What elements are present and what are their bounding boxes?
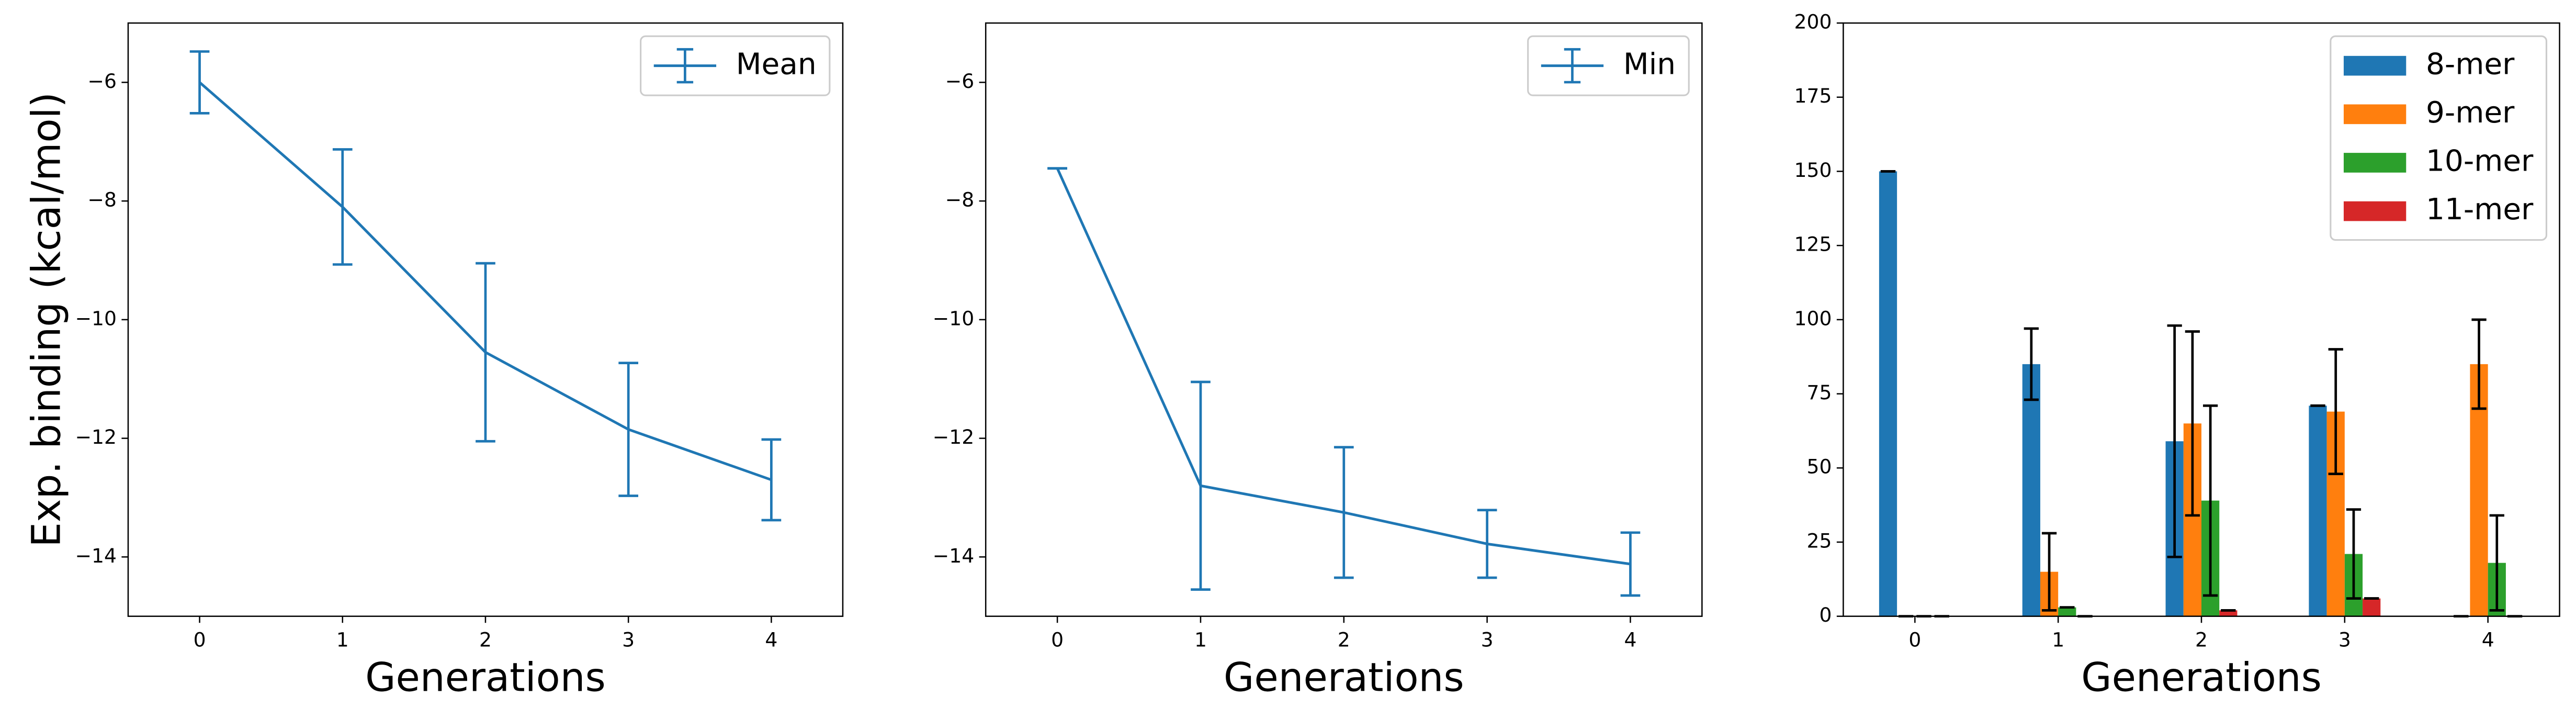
y-tick-label: −8 [87, 188, 117, 211]
subplot: −14 −12 −10 −8 −6 0 1 2 3 4 Generations Exp. bindin… [24, 22, 844, 701]
y-tick-label: 125 [1794, 233, 1832, 256]
x-tick-label: 2 [1338, 628, 1350, 651]
legend-swatch [2343, 153, 2406, 173]
x-tick-label: 4 [1624, 628, 1636, 651]
y-tick-label: −12 [933, 425, 975, 448]
x-tick-label: 3 [2338, 628, 2351, 651]
y-tick-label: 50 [1807, 455, 1832, 478]
axes-frame [127, 22, 844, 617]
legend-label: Min [1623, 47, 1676, 81]
y-tick-label: 200 [1794, 10, 1832, 33]
y-axis-label: Exp. binding (kcal/mol) [24, 92, 70, 547]
y-tick-label: 150 [1794, 159, 1832, 182]
bar [2022, 364, 2040, 616]
x-tick-label: 4 [2482, 628, 2494, 651]
legend-frame [2330, 35, 2548, 241]
x-tick-label: 4 [765, 628, 777, 651]
x-tick-label: 3 [622, 628, 635, 651]
y-tick-label: −6 [945, 70, 975, 93]
bar [2058, 607, 2076, 616]
x-tick-label: 0 [194, 628, 206, 651]
x-tick-label: 2 [479, 628, 492, 651]
x-tick-label: 2 [2195, 628, 2208, 651]
legend-swatch [2343, 201, 2406, 221]
legend-label: Mean [736, 47, 817, 81]
y-tick-label: 175 [1794, 84, 1832, 107]
legend-label: 9-mer [2426, 96, 2515, 130]
x-axis-label: Generations [365, 655, 606, 701]
x-tick-label: 3 [1481, 628, 1494, 651]
bar [2363, 598, 2381, 616]
x-axis-label: Generations [2081, 655, 2322, 701]
legend: Mean [640, 35, 831, 96]
axes-frame [1843, 22, 2560, 617]
x-tick-label: 1 [1194, 628, 1207, 651]
bar [2309, 406, 2327, 616]
y-tick-label: −6 [87, 70, 117, 93]
y-tick-label: 75 [1807, 381, 1832, 404]
y-tick-label: −8 [945, 188, 975, 211]
y-tick-label: −14 [933, 544, 975, 567]
legend-label: 10-mer [2426, 144, 2534, 178]
y-tick-label: 100 [1794, 307, 1832, 330]
legend: 8-mer 9-mer 10-mer 11-mer [2330, 35, 2548, 241]
legend-swatch [2343, 55, 2406, 76]
y-tick-label: −14 [75, 544, 117, 567]
bar [1879, 171, 1897, 616]
y-tick-label: 25 [1807, 529, 1832, 552]
x-axis-label: Generations [1224, 655, 1464, 701]
axes-frame [985, 22, 1703, 617]
x-tick-label: 1 [336, 628, 349, 651]
subplot: −14 −12 −10 −8 −6 0 1 2 3 4 Generations Min [933, 22, 1703, 701]
legend: Min [1527, 35, 1690, 96]
legend-label: 11-mer [2426, 193, 2534, 227]
x-tick-label: 0 [1051, 628, 1064, 651]
bar [2219, 610, 2238, 616]
y-tick-label: −12 [75, 425, 117, 448]
legend-label: 8-mer [2426, 47, 2515, 81]
legend-swatch [2343, 104, 2406, 125]
subplot: 0 25 50 75 100 125 150 175 200 0 1 2 3 4 Generations 8-… [1794, 10, 2560, 701]
x-tick-label: 1 [2052, 628, 2064, 651]
x-tick-label: 0 [1908, 628, 1921, 651]
legend-frame [640, 35, 831, 96]
y-tick-label: −10 [75, 307, 117, 330]
y-tick-label: 0 [1819, 603, 1832, 626]
legend-frame [1527, 35, 1690, 96]
y-tick-label: −10 [933, 307, 975, 330]
